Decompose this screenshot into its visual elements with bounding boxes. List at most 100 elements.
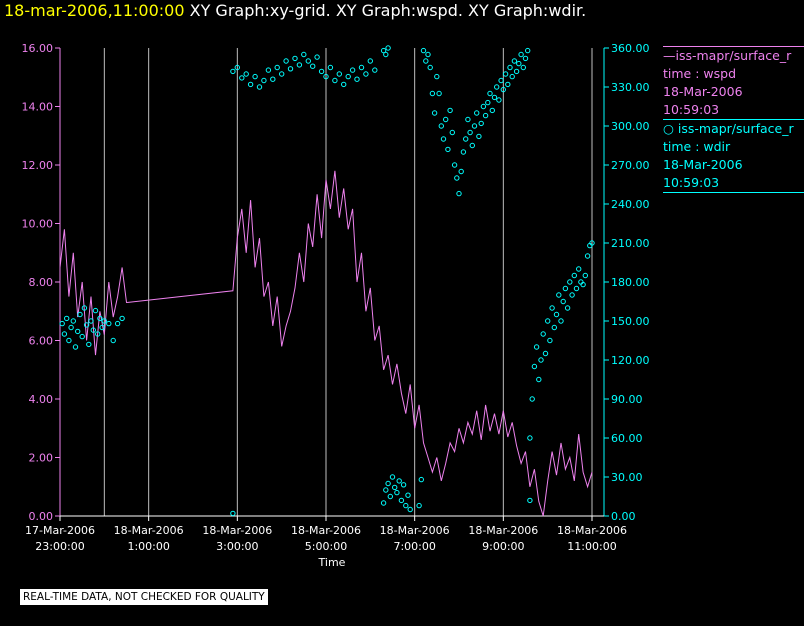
wdir-point: [79, 333, 85, 340]
right-tick-label: 150.00: [611, 315, 650, 328]
wdir-point: [387, 493, 393, 500]
wdir-point: [438, 123, 444, 129]
wdir-point: [589, 240, 595, 246]
wdir-point: [394, 489, 400, 496]
right-tick-label: 270.00: [611, 159, 650, 172]
right-tick-label: 0.00: [611, 510, 636, 523]
wdir-point: [584, 253, 591, 259]
wdir-series: [59, 45, 595, 517]
wdir-point: [505, 81, 511, 88]
wdir-point: [416, 502, 422, 509]
wdir-point: [77, 311, 83, 318]
wdir-point: [556, 292, 562, 298]
x-tick-time: 9:00:00: [482, 540, 524, 553]
wdir-point: [358, 64, 365, 71]
wspd-line: [59, 170, 593, 517]
wdir-point: [487, 90, 493, 97]
x-tick-date: 18-Mar-2006: [114, 524, 184, 537]
wdir-point: [372, 67, 378, 73]
left-y-ticks: 0.00 2.00 4.00 6.00 8.00 10.00 12.00 14.00 16.00: [22, 42, 60, 523]
wdir-point: [494, 84, 500, 90]
wdir-point: [573, 285, 580, 292]
wdir-point: [527, 435, 533, 441]
x-ticks: 17-Mar-2006 23:00:00 18-Mar-2006 1:00:00 18-…: [25, 516, 627, 553]
wdir-point: [83, 322, 90, 328]
wdir-point: [562, 285, 569, 292]
wdir-point: [478, 120, 484, 127]
wdir-point: [398, 497, 405, 504]
wdir-point: [536, 376, 542, 383]
wdir-point: [460, 149, 467, 155]
wdir-point: [101, 318, 108, 324]
wdir-point: [385, 45, 391, 51]
x-tick-time: 1:00:00: [127, 540, 169, 553]
wdir-point: [511, 58, 518, 64]
wdir-point: [383, 487, 389, 493]
right-y-ticks: 0.00 30.00 60.00 90.00 120.00 150.00 180.00 210…: [604, 42, 650, 523]
wdir-point: [119, 315, 125, 322]
left-tick-label: 12.00: [22, 159, 54, 172]
wdir-point: [516, 60, 522, 67]
wdir-point: [476, 133, 482, 140]
left-tick-label: 4.00: [29, 393, 54, 406]
wdir-point: [68, 324, 74, 331]
wdir-point: [405, 492, 411, 498]
wdir-point: [403, 502, 409, 509]
wdir-point: [449, 129, 455, 136]
wdir-point: [485, 99, 491, 106]
wdir-point: [72, 344, 79, 350]
wdir-point: [274, 64, 280, 71]
x-tick-date: 17-Mar-2006: [25, 524, 95, 537]
legend-wdir-time: 10:59:03: [663, 175, 720, 190]
wdir-point: [582, 272, 588, 279]
right-tick-label: 30.00: [611, 471, 643, 484]
left-tick-label: 14.00: [22, 101, 54, 114]
wdir-point: [75, 328, 81, 335]
x-tick-date: 18-Mar-2006: [557, 524, 627, 537]
wdir-point: [97, 315, 103, 322]
wdir-point: [243, 71, 249, 77]
x-tick-time: 11:00:00: [567, 540, 616, 553]
wdir-point: [296, 62, 303, 68]
x-tick-date: 18-Mar-2006: [468, 524, 538, 537]
wdir-point: [88, 318, 94, 324]
wdir-point: [533, 344, 540, 350]
wdir-point: [491, 94, 498, 101]
wdir-point: [301, 51, 307, 58]
wdir-point: [469, 142, 475, 149]
wdir-point: [396, 478, 402, 484]
quality-disclaimer: REAL-TIME DATA, NOT CHECKED FOR QUALITY: [20, 589, 268, 605]
wdir-point: [270, 76, 276, 82]
wdir-point: [498, 77, 504, 84]
wdir-point: [551, 324, 557, 331]
legend-entry-wspd: —iss-mapr/surface_r time : wspd 18-Mar-2…: [663, 47, 804, 119]
right-tick-label: 120.00: [611, 354, 650, 367]
wdir-point: [318, 68, 325, 75]
wdir-point: [383, 51, 389, 58]
x-axis-label: Time: [318, 556, 346, 569]
wdir-point: [480, 103, 487, 110]
wdir-point: [531, 363, 538, 370]
vertical-grid: [103, 48, 593, 516]
wdir-point: [545, 318, 551, 324]
wdir-point: [70, 318, 77, 324]
right-tick-label: 360.00: [611, 42, 650, 55]
wdir-point: [345, 73, 351, 80]
wdir-point: [558, 318, 564, 324]
left-tick-label: 10.00: [22, 218, 54, 231]
wdir-point: [92, 307, 99, 314]
wdir-point: [560, 298, 566, 305]
wdir-point: [567, 279, 573, 285]
right-tick-label: 90.00: [611, 393, 643, 406]
x-tick-time: 5:00:00: [305, 540, 347, 553]
wdir-point: [392, 484, 398, 491]
x-tick-date: 18-Mar-2006: [291, 524, 361, 537]
wdir-point: [287, 66, 294, 72]
legend-wspd-source: —iss-mapr/surface_r: [663, 48, 792, 63]
wdir-point: [310, 63, 316, 69]
left-tick-label: 8.00: [29, 276, 54, 289]
wdir-point: [513, 68, 520, 75]
header-timestamp: 18-mar-2006,11:00:00: [4, 1, 185, 20]
wdir-point: [423, 58, 429, 64]
wdir-point: [540, 331, 546, 337]
